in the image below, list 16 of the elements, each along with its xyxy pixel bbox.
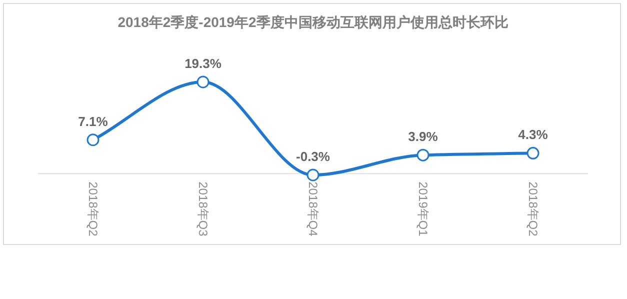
x-tick-label: 2018年Q2 <box>86 182 100 237</box>
data-label: 3.9% <box>408 129 438 144</box>
data-label: 19.3% <box>184 56 222 71</box>
chart-title: 2018年2季度-2019年2季度中国移动互联网用户使用总时长环比 <box>118 14 508 30</box>
point <box>86 134 100 146</box>
point <box>306 168 320 182</box>
data-label: 7.1% <box>78 114 108 129</box>
data-label: 4.3% <box>518 127 548 142</box>
point <box>416 148 430 162</box>
data-label: -0.3% <box>296 149 330 164</box>
point <box>526 146 540 160</box>
x-tick-label: 2018年Q4 <box>306 182 320 237</box>
point <box>196 76 210 88</box>
x-tick-label: 2019年Q1 <box>416 182 430 237</box>
x-tick-label: 2018年Q3 <box>196 182 210 237</box>
x-tick-label: 2018年Q2 <box>526 182 540 237</box>
